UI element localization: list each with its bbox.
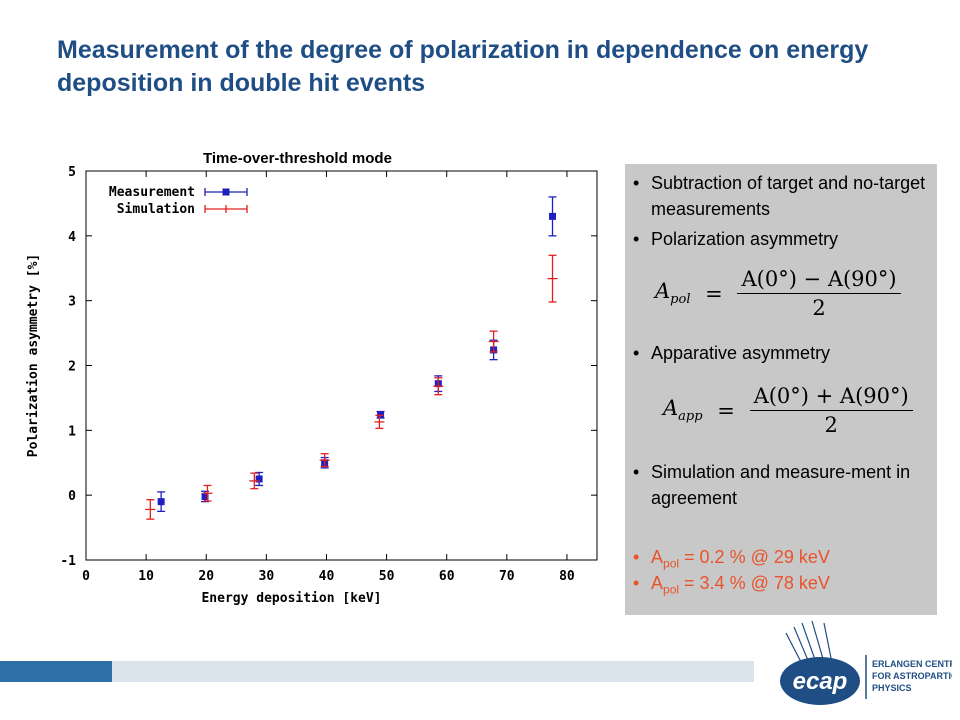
formula-numerator: A(0°) − A(90°) (737, 267, 901, 294)
legend-label: Measurement (109, 185, 195, 200)
formula-lhs-sub: app (678, 409, 703, 425)
bullet-text: Subtraction of target and no-target meas… (651, 173, 926, 219)
y-tick-label: 1 (68, 424, 76, 439)
result-symbol: A (651, 547, 664, 567)
x-tick-label: 30 (259, 569, 275, 584)
result-symbol: A (651, 573, 664, 593)
formula-polarization: Apol = A(0°) − A(90°) 2 (655, 267, 901, 320)
logo-line3: PHYSICS (872, 683, 912, 693)
y-tick-label: -1 (60, 554, 76, 569)
bullet-text: Polarization asymmetry (651, 229, 839, 249)
result-sub: pol (663, 556, 680, 571)
info-box: • Subtraction of target and no-target me… (625, 164, 937, 615)
result-sub: pol (663, 582, 680, 597)
logo-line2: FOR ASTROPARTICLE (872, 671, 952, 681)
y-tick-label: 3 (68, 295, 76, 310)
logo-ellipse-icon (780, 657, 860, 705)
slide-title: Measurement of the degree of polarizatio… (57, 36, 869, 97)
legend-marker (222, 188, 230, 196)
formula-fraction: A(0°) + A(90°) 2 (749, 384, 913, 437)
x-tick-label: 70 (499, 569, 515, 584)
result-value: = 0.2 % @ 29 keV (679, 547, 830, 567)
result-text: Apol = 0.2 % @ 29 keV (651, 544, 931, 577)
bullet-text: Simulation and measure-ment in agreement (651, 462, 911, 508)
formula-lhs-symbol: A (663, 396, 679, 421)
y-tick-label: 0 (68, 489, 76, 504)
logo-line1: ERLANGEN CENTRE (872, 659, 952, 669)
x-tick-label: 0 (82, 569, 90, 584)
y-tick-label: 5 (68, 165, 76, 180)
x-tick-label: 50 (379, 569, 395, 584)
measurement-point (201, 492, 209, 500)
formula-numerator: A(0°) + A(90°) (749, 384, 913, 411)
formula-fraction: A(0°) − A(90°) 2 (737, 267, 901, 320)
x-tick-label: 60 (439, 569, 455, 584)
footer-bar-accent (0, 661, 112, 682)
x-tick-label: 20 (198, 569, 214, 584)
x-axis-label: Energy deposition [keV] (201, 591, 381, 606)
y-tick-label: 2 (68, 360, 76, 375)
bullet-dot: • (633, 343, 640, 363)
measurement-point (549, 212, 557, 220)
footer-bar (112, 661, 754, 682)
x-tick-label: 10 (138, 569, 154, 584)
formula-apparative: Aapp = A(0°) + A(90°) 2 (663, 384, 913, 437)
measurement-point (157, 498, 165, 506)
bullet-text: Apparative asymmetry (651, 343, 831, 363)
bullet-dot: • (633, 462, 640, 482)
y-tick-label: 4 (68, 230, 76, 245)
chart-subtitle: Time-over-threshold mode (203, 150, 392, 167)
formula-denominator: 2 (824, 413, 838, 437)
formula-lhs-symbol: A (655, 279, 671, 304)
formula-lhs: Apol (655, 279, 690, 307)
polarization-chart: 0 10 20 30 40 50 60 70 80 -1 0 1 2 3 4 5 Energy depositi… (26, 165, 598, 606)
result-text: Apol = 3.4 % @ 78 keV (651, 570, 931, 603)
formula-lhs-sub: pol (670, 292, 691, 308)
x-tick-label: 40 (319, 569, 335, 584)
legend-label: Simulation (117, 202, 195, 217)
formula-denominator: 2 (812, 296, 826, 320)
formula-lhs: Aapp (663, 396, 703, 424)
bullet-dot: • (633, 173, 640, 193)
measurement-point (255, 475, 263, 483)
formula-equals: = (705, 281, 723, 306)
result-value: = 3.4 % @ 78 keV (679, 573, 830, 593)
bullet-dot: • (633, 547, 640, 567)
formula-equals: = (717, 398, 735, 423)
bullet-dot: • (633, 229, 640, 249)
bullet-dot: • (633, 573, 640, 593)
ecap-logo: ecap ERLANGEN CENTRE FOR ASTROPARTICLE P… (780, 620, 952, 705)
logo-mark: ecap (793, 668, 848, 695)
x-tick-label: 80 (559, 569, 575, 584)
y-axis-label: Polarization asymmetry [%] (26, 254, 41, 458)
